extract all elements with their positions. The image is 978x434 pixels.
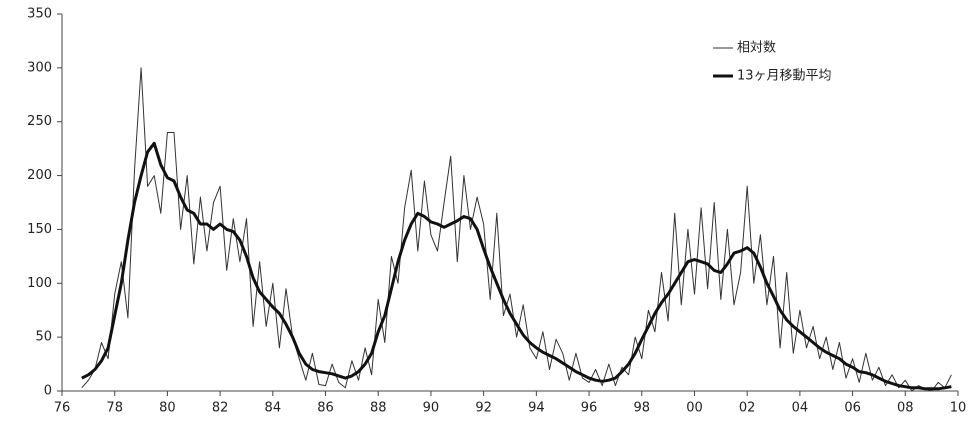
x-tick-label: 84 [265, 401, 282, 416]
series-line [81, 141, 952, 391]
x-tick-label: 04 [792, 401, 809, 416]
legend-box [685, 34, 865, 90]
y-tick-label: 100 [27, 276, 52, 291]
legend-label: 13ヶ月移動平均 [737, 69, 832, 84]
legend-label: 相対数 [737, 41, 776, 56]
x-tick-label: 82 [212, 401, 229, 416]
y-tick-label: 0 [44, 384, 52, 399]
x-tick-label: 94 [528, 401, 545, 416]
x-tick-label: 02 [739, 401, 756, 416]
x-tick-label: 78 [106, 401, 123, 416]
series-line [81, 67, 952, 392]
y-tick-label: 200 [27, 168, 52, 183]
x-tick-label: 86 [317, 401, 334, 416]
x-tick-label: 96 [581, 401, 598, 416]
x-tick-label: 00 [686, 401, 703, 416]
x-tick-label: 76 [54, 401, 71, 416]
x-tick-label: 10 [950, 401, 967, 416]
y-tick-label: 300 [27, 60, 52, 75]
x-tick-label: 92 [475, 401, 492, 416]
x-tick-label: 88 [370, 401, 387, 416]
x-tick-label: 80 [159, 401, 176, 416]
x-tick-label: 90 [423, 401, 440, 416]
y-tick-label: 350 [27, 7, 52, 22]
x-tick-label: 06 [844, 401, 861, 416]
y-tick-label: 50 [35, 330, 52, 345]
y-tick-label: 250 [27, 114, 52, 129]
x-tick-label: 08 [897, 401, 914, 416]
x-tick-label: 98 [633, 401, 650, 416]
y-tick-label: 150 [27, 222, 52, 237]
